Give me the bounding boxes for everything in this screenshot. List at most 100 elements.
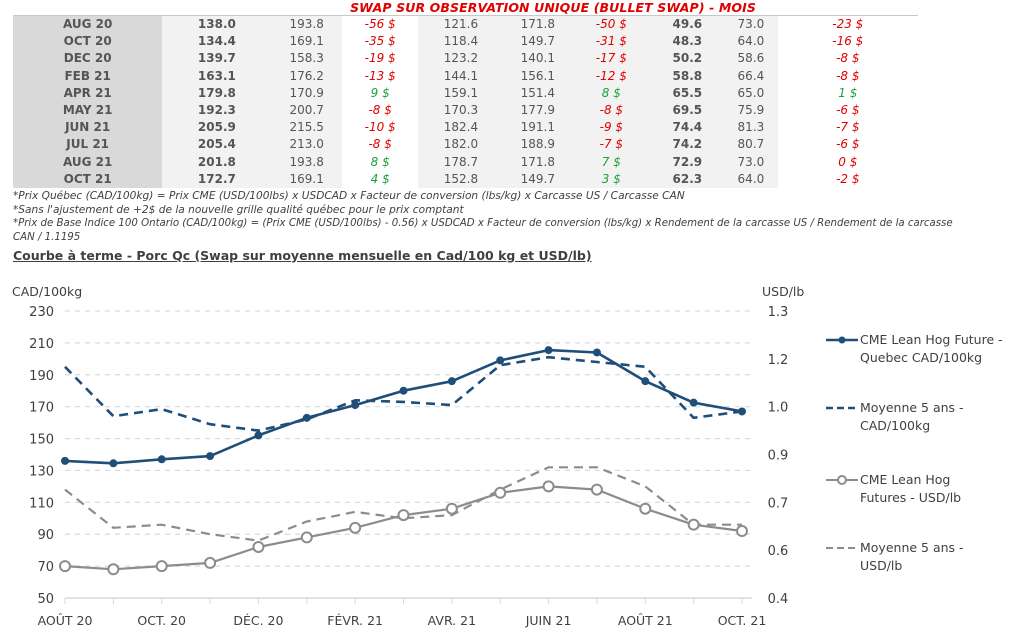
data-point-marker (738, 407, 746, 416)
qc-avg-cell: 213.0 (271, 136, 342, 154)
y-tick-label-right: 0.6 (768, 544, 789, 559)
qc-diff-cell: 4 $ (341, 170, 419, 188)
usd-price-cell: 48.3 (650, 33, 725, 51)
ont-avg-cell: 191.1 (503, 119, 573, 137)
footnote-ontario-price-cont: CAN / 1.1195 (13, 231, 81, 243)
data-point-marker (155, 560, 168, 573)
usd-diff-cell: -6 $ (777, 136, 918, 154)
qc-avg-cell: 200.7 (271, 101, 342, 120)
qc-avg-cell: 170.9 (271, 84, 342, 102)
y-tick-label-right: 1.0 (768, 401, 789, 416)
table-row: AUG 21 201.8 193.8 8 $178.7 171.8 7 $72.9 73.0… (13, 153, 918, 171)
usd-diff-cell: 1 $ (777, 84, 918, 102)
ont-avg-cell: 156.1 (503, 67, 573, 85)
data-point-marker (351, 401, 360, 410)
qc-avg-cell: 158.3 (271, 50, 342, 68)
table-row: FEB 21 163.1 176.2 -13 $144.1 156.1 -12 $58.8… (13, 67, 918, 85)
qc-price-cell: 138.0 (162, 16, 272, 34)
qc-diff-cell: -8 $ (341, 101, 419, 120)
y-tick-label-left: 70 (37, 560, 54, 575)
qc-diff-cell: 8 $ (341, 153, 419, 171)
qc-diff-cell: 9 $ (341, 84, 419, 102)
footnotes: *Prix Québec (CAD/100kg) = Prix CME (USD… (13, 190, 953, 244)
data-point-marker (204, 556, 217, 569)
series-line-2 (64, 485, 743, 571)
usd-avg-cell: 81.3 (724, 119, 778, 137)
y-tick-label-right: 0.4 (768, 592, 789, 607)
ont-diff-cell: -7 $ (572, 136, 651, 154)
usd-price-cell: 72.9 (650, 153, 725, 171)
x-tick-label: AOÛT 21 (618, 613, 673, 628)
ont-price-cell: 182.4 (418, 119, 504, 137)
ont-diff-cell: -8 $ (572, 101, 651, 120)
data-point-marker (157, 455, 166, 464)
month-cell: OCT 20 (13, 33, 163, 51)
solid-line-diamond-marker-icon (826, 336, 858, 344)
qc-price-cell: 201.8 (162, 153, 272, 171)
month-cell: APR 21 (13, 84, 163, 102)
month-cell: AUG 21 (13, 153, 163, 171)
data-point-marker (252, 540, 265, 553)
ont-avg-cell: 149.7 (503, 33, 573, 51)
ont-price-cell: 182.0 (418, 136, 504, 154)
ont-price-cell: 121.6 (418, 16, 504, 34)
y-tick-label-left: 190 (29, 369, 54, 384)
ont-diff-cell: -17 $ (572, 50, 651, 68)
data-point-marker (496, 356, 505, 365)
x-tick-label: AVR. 21 (428, 613, 476, 628)
y-tick-label-right: 0.7 (768, 496, 789, 511)
data-point-marker (542, 480, 555, 493)
usd-avg-cell: 66.4 (724, 67, 778, 85)
chart-legend: CME Lean Hog Future - Quebec CAD/100kg M… (826, 332, 1016, 613)
month-cell: AUG 20 (13, 16, 163, 34)
data-point-marker (397, 509, 410, 522)
y-tick-label-right: 1.3 (768, 305, 789, 320)
qc-price-cell: 205.9 (162, 119, 272, 137)
month-cell: JUN 21 (13, 119, 163, 137)
data-point-marker (590, 483, 603, 496)
y-tick-label-left: 230 (29, 305, 54, 320)
qc-diff-cell: -10 $ (341, 119, 419, 137)
ont-avg-cell: 171.8 (503, 153, 573, 171)
x-tick-label: AOÛT 20 (38, 613, 93, 628)
legend-label: CME Lean Hog Future - Quebec CAD/100kg (860, 332, 1003, 365)
y-tick-label-left: 50 (37, 592, 54, 607)
usd-avg-cell: 80.7 (724, 136, 778, 154)
qc-price-cell: 163.1 (162, 67, 272, 85)
y-tick-label-left: 110 (29, 496, 54, 511)
y-tick-label-left: 170 (29, 401, 54, 416)
table-row: OCT 21 172.7 169.1 4 $152.8 149.7 3 $62.3 64.0… (13, 170, 918, 188)
usd-diff-cell: -7 $ (777, 119, 918, 137)
qc-diff-cell: -13 $ (341, 67, 419, 85)
y-axis-right-label: USD/lb (762, 284, 804, 299)
ont-price-cell: 159.1 (418, 84, 504, 102)
usd-avg-cell: 64.0 (724, 33, 778, 51)
ont-price-cell: 118.4 (418, 33, 504, 51)
month-cell: OCT 21 (13, 170, 163, 188)
data-point-marker (687, 518, 700, 531)
y-tick-label-left: 210 (29, 337, 54, 352)
data-point-marker (109, 459, 118, 468)
month-cell: FEB 21 (13, 67, 163, 85)
month-cell: JUL 21 (13, 136, 163, 154)
ont-price-cell: 144.1 (418, 67, 504, 85)
qc-avg-cell: 169.1 (271, 33, 342, 51)
x-tick-label: DÉC. 20 (233, 613, 283, 628)
usd-diff-cell: -23 $ (777, 16, 918, 34)
footnote-quebec-price: *Prix Québec (CAD/100kg) = Prix CME (USD… (13, 190, 685, 202)
usd-price-cell: 58.8 (650, 67, 725, 85)
usd-diff-cell: -2 $ (777, 170, 918, 188)
swap-table: AUG 20 138.0 193.8 -56 $121.6 171.8 -50 $49.6… (13, 16, 918, 188)
usd-price-cell: 49.6 (650, 16, 725, 34)
data-point-marker (447, 377, 456, 386)
ont-diff-cell: -31 $ (572, 33, 651, 51)
usd-diff-cell: -16 $ (777, 33, 918, 51)
qc-diff-cell: -56 $ (341, 16, 419, 34)
table-row: MAY 21 192.3 200.7 -8 $170.3 177.9 -8 $69.5 75… (13, 101, 918, 120)
qc-avg-cell: 169.1 (271, 170, 342, 188)
data-point-marker (399, 386, 408, 395)
qc-price-cell: 192.3 (162, 101, 272, 120)
series-line-1 (64, 355, 743, 432)
y-tick-label-right: 0.9 (768, 449, 789, 464)
usd-price-cell: 74.4 (650, 119, 725, 137)
